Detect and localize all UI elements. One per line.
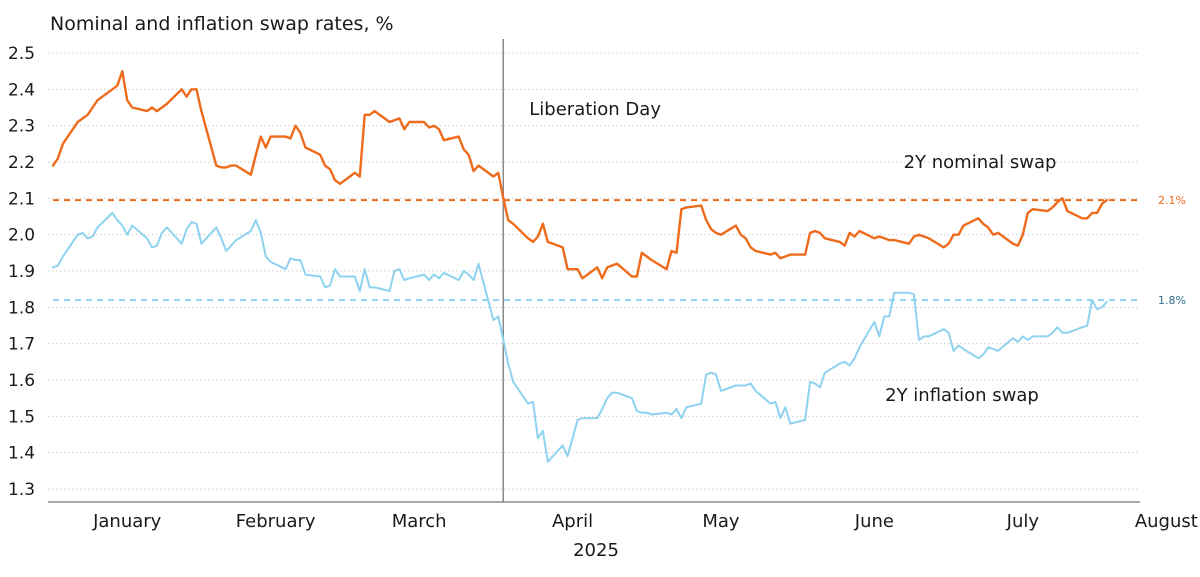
chart-title: Nominal and inflation swap rates, %	[50, 13, 394, 35]
liberation-day-label: Liberation Day	[529, 99, 661, 120]
y-axis-ticks: 1.3 1.4 1.5 1.6 1.7 1.8 1.9 2.0 2.1 2.2 2.3 2.4 2.5	[8, 44, 35, 500]
nominal-end-value: 2.1%	[1158, 194, 1186, 207]
y-tick-1.7: 1.7	[8, 335, 35, 355]
x-tick-may: May	[702, 511, 740, 532]
y-tick-2.2: 2.2	[8, 153, 35, 173]
y-tick-1.3: 1.3	[8, 480, 35, 500]
y-tick-1.8: 1.8	[8, 298, 35, 318]
y-tick-1.9: 1.9	[8, 262, 35, 282]
reference-lines	[53, 199, 1140, 302]
event-marker: Liberation Day	[502, 39, 661, 502]
inflation-end-value: 1.8%	[1158, 294, 1186, 307]
y-tick-2.4: 2.4	[8, 80, 35, 100]
x-tick-august: August	[1135, 511, 1198, 532]
x-tick-june: June	[854, 511, 894, 532]
x-tick-march: March	[392, 511, 447, 532]
inflation-series-label: 2Y inflation swap	[885, 385, 1039, 406]
y-tick-2.1: 2.1	[8, 189, 35, 209]
nominal-series-line	[51, 69, 1109, 280]
x-axis-year-label: 2025	[573, 540, 619, 561]
nominal-series-label: 2Y nominal swap	[904, 152, 1057, 173]
y-tick-1.6: 1.6	[8, 371, 35, 391]
x-axis-month-labels: January February March April May June July Augu…	[92, 511, 1198, 532]
y-tick-2.5: 2.5	[8, 44, 35, 64]
x-tick-february: February	[236, 511, 316, 532]
inflation-series-line	[52, 211, 1108, 463]
x-tick-april: April	[552, 511, 593, 532]
y-tick-1.5: 1.5	[8, 407, 35, 427]
x-tick-january: January	[92, 511, 162, 532]
y-tick-1.4: 1.4	[8, 444, 35, 464]
series-lines	[51, 69, 1109, 463]
y-tick-2.3: 2.3	[8, 117, 35, 137]
y-tick-2.0: 2.0	[8, 226, 35, 246]
x-tick-july: July	[1006, 511, 1040, 532]
